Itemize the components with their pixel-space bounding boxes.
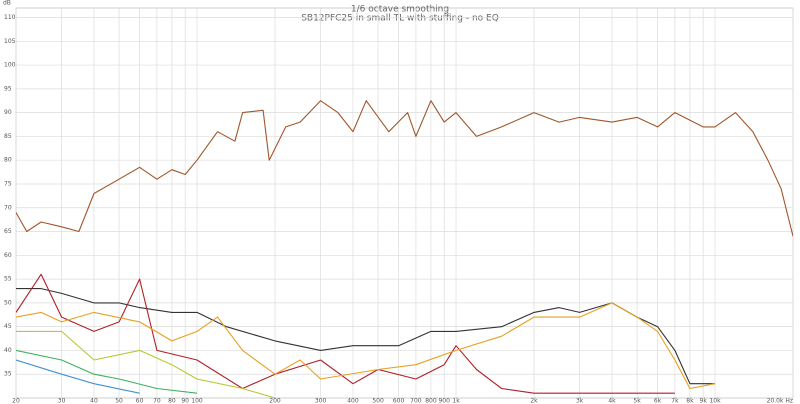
y-tick-label: 75 (4, 180, 12, 187)
x-tick-label: 500 (372, 398, 384, 404)
y-tick-label: 90 (4, 109, 12, 116)
x-tick-label: 4k (608, 398, 616, 404)
x-tick-label: 600 (393, 398, 405, 404)
series-line (16, 100, 793, 237)
series-line (16, 330, 276, 398)
series-line (16, 359, 140, 394)
y-tick-label: 50 (4, 299, 12, 306)
x-tick-label: 10k (709, 398, 721, 404)
x-tick-label: 80 (168, 398, 176, 404)
y-tick-label: 80 (4, 157, 12, 164)
y-tick-label: 65 (4, 228, 12, 235)
plot-area (15, 7, 794, 399)
chart-subtitle: SB12PFC25 in small TL with stuffing - no… (301, 14, 499, 24)
lines (16, 100, 793, 398)
chart-title: 1/6 octave smoothing (351, 5, 449, 15)
x-tick-label: 9k (700, 398, 708, 404)
x-tick-label: 20.0k Hz (767, 398, 793, 404)
x-tick-label: 100 (191, 398, 203, 404)
x-tick-label: 30 (58, 398, 66, 404)
x-tick-label: 2k (530, 398, 538, 404)
y-axis-label: dB (3, 0, 11, 7)
x-tick-label: 70 (153, 398, 161, 404)
y-tick-label: 40 (4, 347, 12, 354)
x-tick-label: 200 (269, 398, 281, 404)
x-tick-label: 800 (425, 398, 437, 404)
x-tick-label: 20 (12, 398, 20, 404)
y-tick-label: 110 (4, 14, 16, 21)
series-line (16, 273, 675, 394)
series-line (16, 349, 198, 394)
y-tick-label: 45 (4, 323, 12, 330)
y-tick-label: 55 (4, 276, 12, 283)
grid (15, 8, 794, 398)
y-tick-label: 70 (4, 204, 12, 211)
series-line (16, 302, 716, 390)
x-tick-label: 40 (90, 398, 98, 404)
y-tick-label: 100 (4, 62, 16, 69)
x-tick-label: 400 (347, 398, 359, 404)
x-tick-label: 1k (452, 398, 460, 404)
x-tick-label: 50 (115, 398, 123, 404)
x-tick-label: 900 (438, 398, 450, 404)
y-tick-label: 105 (4, 38, 16, 45)
y-tick-label: 85 (4, 133, 12, 140)
x-tick-label: 7k (671, 398, 679, 404)
y-tick-label: 95 (4, 85, 12, 92)
x-tick-label: 90 (181, 398, 189, 404)
x-tick-label: 300 (315, 398, 327, 404)
x-tick-label: 6k (654, 398, 662, 404)
x-tick-label: 3k (576, 398, 584, 404)
y-tick-label: 35 (4, 371, 12, 378)
x-tick-label: 5k (633, 398, 641, 404)
y-tick-label: 60 (4, 252, 12, 259)
x-tick-label: 60 (136, 398, 144, 404)
x-tick-label: 8k (686, 398, 694, 404)
x-tick-label: 700 (410, 398, 422, 404)
